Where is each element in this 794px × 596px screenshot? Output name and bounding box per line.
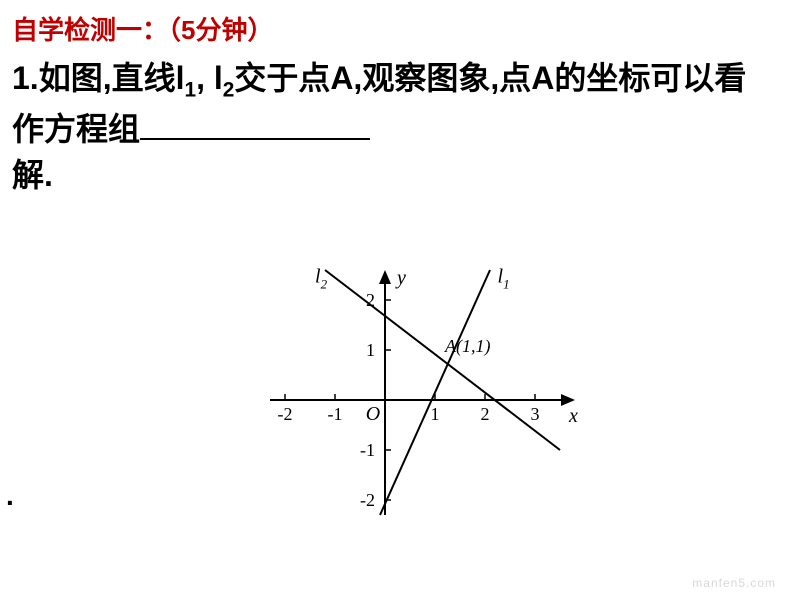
y-axis-label: y bbox=[395, 267, 406, 289]
q-l2-sub: 2 bbox=[223, 78, 235, 101]
x-tick-1: 1 bbox=[431, 404, 440, 424]
header-time: （5分钟） bbox=[168, 15, 273, 45]
q-l2: l bbox=[214, 60, 223, 96]
q-comma: , bbox=[196, 60, 214, 96]
q-suffix: 解. bbox=[12, 157, 53, 193]
stray-dot: . bbox=[6, 480, 14, 512]
x-tick-3: 3 bbox=[531, 404, 540, 424]
header-text: 自学检测一： bbox=[12, 15, 168, 45]
y-tick--2: -2 bbox=[360, 490, 375, 510]
origin-label: O bbox=[366, 403, 380, 425]
x-tick--2: -2 bbox=[278, 404, 293, 424]
line-l1 bbox=[380, 270, 490, 515]
point-A-label: A(1,1) bbox=[444, 336, 490, 357]
line-l2 bbox=[325, 270, 560, 450]
intersection-graph: -2-1123-2-112Oxyl1l2A(1,1) bbox=[235, 225, 595, 525]
y-tick--1: -1 bbox=[360, 440, 375, 460]
x-tick--1: -1 bbox=[328, 404, 343, 424]
q-l1-sub: 1 bbox=[184, 78, 196, 101]
watermark: manfen5.com bbox=[692, 576, 776, 590]
q-prefix: 1.如图,直线 bbox=[12, 60, 176, 96]
x-tick-2: 2 bbox=[481, 404, 490, 424]
question-text: 1.如图,直线l1, l2交于点A,观察图象,点A的坐标可以看作方程组解. bbox=[12, 55, 774, 198]
line-l1-label: l1 bbox=[498, 266, 510, 292]
x-axis-label: x bbox=[568, 405, 578, 427]
fill-blank bbox=[140, 106, 370, 140]
section-header: 自学检测一：（5分钟） bbox=[12, 10, 273, 47]
y-tick-1: 1 bbox=[366, 340, 375, 360]
